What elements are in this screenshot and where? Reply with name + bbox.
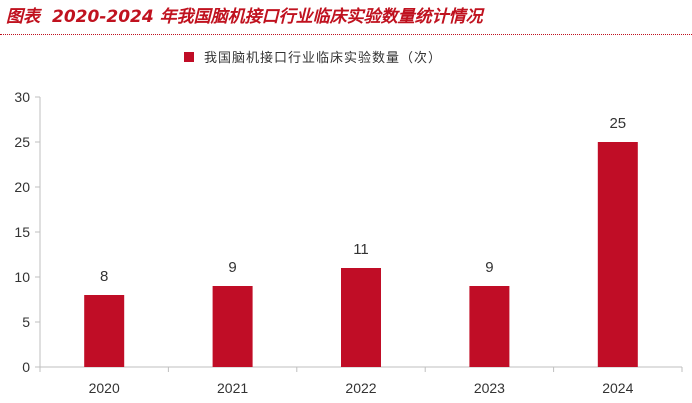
- y-tick-label: 15: [14, 224, 30, 240]
- y-tick-label: 10: [14, 269, 30, 285]
- x-tick-label-2022: 2022: [345, 380, 376, 396]
- title-prefix: 图表: [6, 7, 40, 27]
- legend-label: 我国脑机接口行业临床实验数量（次）: [204, 50, 442, 66]
- bars: [84, 142, 638, 367]
- bar-2021: [212, 286, 253, 367]
- y-tick-label: 30: [14, 89, 30, 105]
- data-label-2022: 11: [353, 241, 369, 258]
- title-text: 2020-2024 年我国脑机接口行业临床实验数量统计情况: [52, 7, 483, 27]
- title-divider: [0, 34, 692, 35]
- x-tick-label-2020: 2020: [89, 380, 120, 396]
- bar-2020: [84, 295, 125, 367]
- legend: 我国脑机接口行业临床实验数量（次）: [184, 50, 442, 66]
- data-label-2023: 9: [485, 259, 493, 276]
- bar-2023: [469, 286, 510, 367]
- chart-title: 图表 2020-2024 年我国脑机接口行业临床实验数量统计情况: [6, 2, 483, 32]
- data-labels: 8 9 11 9 25: [100, 115, 626, 285]
- y-tick-label: 25: [14, 134, 30, 150]
- data-label-2021: 9: [228, 259, 236, 276]
- y-tick-label: 20: [14, 179, 30, 195]
- data-label-2024: 25: [609, 115, 626, 132]
- bar-2024: [597, 142, 638, 367]
- x-tick-label-2021: 2021: [217, 380, 248, 396]
- bar-2022: [341, 268, 381, 367]
- y-tick-label: 5: [22, 314, 30, 330]
- legend-swatch: [184, 52, 194, 62]
- data-label-2020: 8: [100, 268, 108, 285]
- y-tick-label: 0: [22, 359, 30, 375]
- x-tick-label-2023: 2023: [474, 380, 505, 396]
- x-tick-label-2024: 2024: [602, 380, 633, 396]
